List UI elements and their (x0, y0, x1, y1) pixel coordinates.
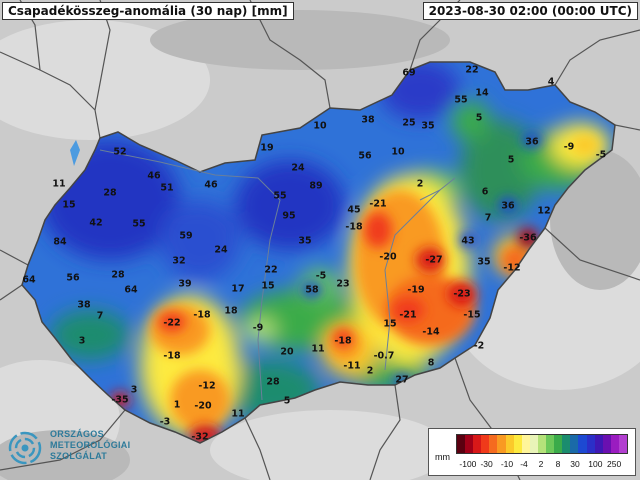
legend-color-swatch (554, 435, 563, 453)
omsz-swirl-icon (8, 431, 42, 465)
legend-color-swatch (529, 435, 538, 453)
logo-line-1: ORSZÁGOS (50, 429, 104, 439)
legend-tick-label: -100 (459, 459, 477, 469)
hungary-border (21, 61, 616, 444)
map-timestamp: 2023-08-30 02:00 (00:00 UTC) (422, 2, 638, 20)
logo-line-2: METEOROLÓGIAI (50, 440, 131, 450)
legend-color-swatch (489, 435, 498, 453)
legend-unit: mm (435, 452, 450, 462)
legend-tick-label: 100 (588, 459, 603, 469)
legend-color-swatch (610, 435, 619, 453)
legend-ticks: -100 -30 -10 -4 2 8 30 100 250 (456, 459, 626, 471)
legend-color-swatch (546, 435, 555, 453)
legend-color-swatch (570, 435, 579, 453)
legend-color-swatch (602, 435, 611, 453)
omsz-logo: ORSZÁGOS METEOROLÓGIAI SZOLGÁLAT (8, 428, 168, 472)
legend-color-swatch (521, 435, 530, 453)
legend-color-swatch (578, 435, 587, 453)
legend-tick-label: 30 (570, 459, 580, 469)
legend-tick-label: 2 (538, 459, 544, 469)
legend-color-bar (456, 434, 628, 454)
legend-color-swatch (505, 435, 514, 453)
lake-neusiedl (70, 140, 80, 166)
omsz-logo-text: ORSZÁGOS METEOROLÓGIAI SZOLGÁLAT (50, 429, 130, 462)
logo-line-3: SZOLGÁLAT (50, 451, 108, 461)
map-title: Csapadékösszeg-anomália (30 nap) [mm] (2, 2, 294, 20)
legend-color-swatch (497, 435, 506, 453)
legend-color-swatch (513, 435, 522, 453)
legend-tick-label: -30 (480, 459, 493, 469)
legend-tick-label: -4 (520, 459, 528, 469)
legend-tick-label: 250 (607, 459, 622, 469)
rivers (99, 149, 456, 401)
legend-color-swatch (457, 435, 466, 453)
legend-color-swatch (594, 435, 603, 453)
legend-color-swatch (473, 435, 482, 453)
legend-color-swatch (465, 435, 474, 453)
color-legend: mm -100 -30 -10 -4 2 8 30 100 250 (428, 428, 636, 476)
legend-tick-label: -10 (500, 459, 514, 469)
legend-color-swatch (562, 435, 571, 453)
legend-color-swatch (586, 435, 595, 453)
legend-color-swatch (618, 435, 627, 453)
legend-color-swatch (481, 435, 490, 453)
legend-color-swatch (537, 435, 547, 453)
legend-tick-label: 8 (555, 459, 561, 469)
